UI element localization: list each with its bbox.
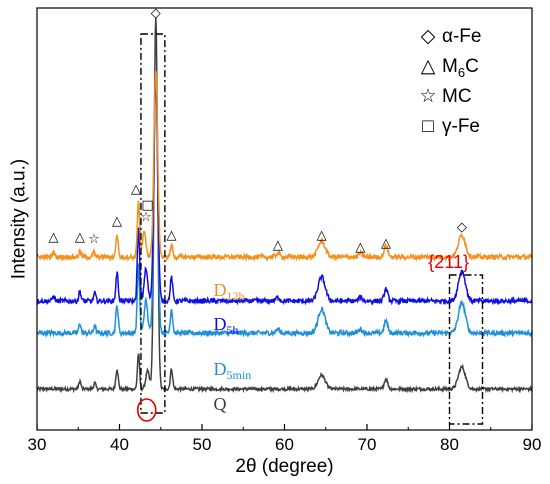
- x-tick-label-5: 80: [440, 435, 459, 454]
- series-label-1: D5min: [214, 359, 252, 382]
- peak-marker-13: ◇: [457, 220, 467, 235]
- legend-label-1: M6C: [442, 56, 479, 80]
- peak-marker-11: △: [355, 240, 365, 255]
- peak-marker-10: △: [317, 228, 327, 243]
- peak-marker-4: △: [131, 182, 141, 197]
- peak-marker-2: ☆: [88, 232, 100, 247]
- peak-marker-1: △: [75, 230, 85, 245]
- series-line-3: [36, 70, 533, 263]
- x-tick-label-4: 70: [358, 435, 377, 454]
- peak-marker-7: ◇: [151, 6, 161, 21]
- x-tick-label-0: 30: [28, 435, 47, 454]
- peak-marker-12: △: [381, 236, 391, 251]
- x-tick-label-2: 50: [193, 435, 212, 454]
- peak-markers: △ △ ☆△△☆□◇△△△△ △◇: [49, 6, 467, 255]
- series-label-2: D5h: [214, 314, 239, 337]
- series-label-0: Q: [214, 394, 227, 414]
- legend-symbol-1: △: [421, 56, 436, 77]
- peak-marker-3: △: [112, 214, 122, 229]
- legend-symbol-2: ☆: [419, 86, 436, 107]
- x-tick-label-1: 40: [110, 435, 129, 454]
- legend-label-0: α-Fe: [442, 26, 481, 47]
- series-labels: Q D5min D5h D12h: [214, 280, 252, 414]
- x-tick-label-6: 90: [523, 435, 542, 454]
- annotation-211: {211}: [428, 252, 469, 272]
- highlight-box-0: [140, 33, 166, 414]
- legend-symbol-3: □: [422, 116, 434, 137]
- highlight-boxes: [136, 33, 484, 425]
- series-line-2: [36, 71, 533, 306]
- peak-marker-9: △: [273, 238, 283, 253]
- circle-mark: [136, 398, 157, 422]
- peak-marker-0: △: [49, 230, 59, 245]
- x-tick-label-3: 60: [275, 435, 294, 454]
- series-label-3: D12h: [214, 280, 245, 303]
- peak-marker-5: ☆: [140, 210, 152, 225]
- legend-symbol-0: ◇: [421, 26, 436, 47]
- y-axis-title: Intensity (a.u.): [9, 159, 30, 279]
- highlight-box-1: [448, 274, 484, 425]
- x-axis-title: 2θ (degree): [235, 456, 333, 477]
- peak-marker-6: □: [141, 198, 153, 213]
- axes: 30 40 50 60 70 80 90: [28, 7, 542, 454]
- legend-label-3: γ-Fe: [442, 116, 480, 137]
- legend: ◇ α-Fe △ M6C ☆ MC □ γ-Fe: [419, 26, 481, 137]
- legend-label-2: MC: [442, 86, 472, 107]
- peak-marker-8: △: [166, 228, 176, 243]
